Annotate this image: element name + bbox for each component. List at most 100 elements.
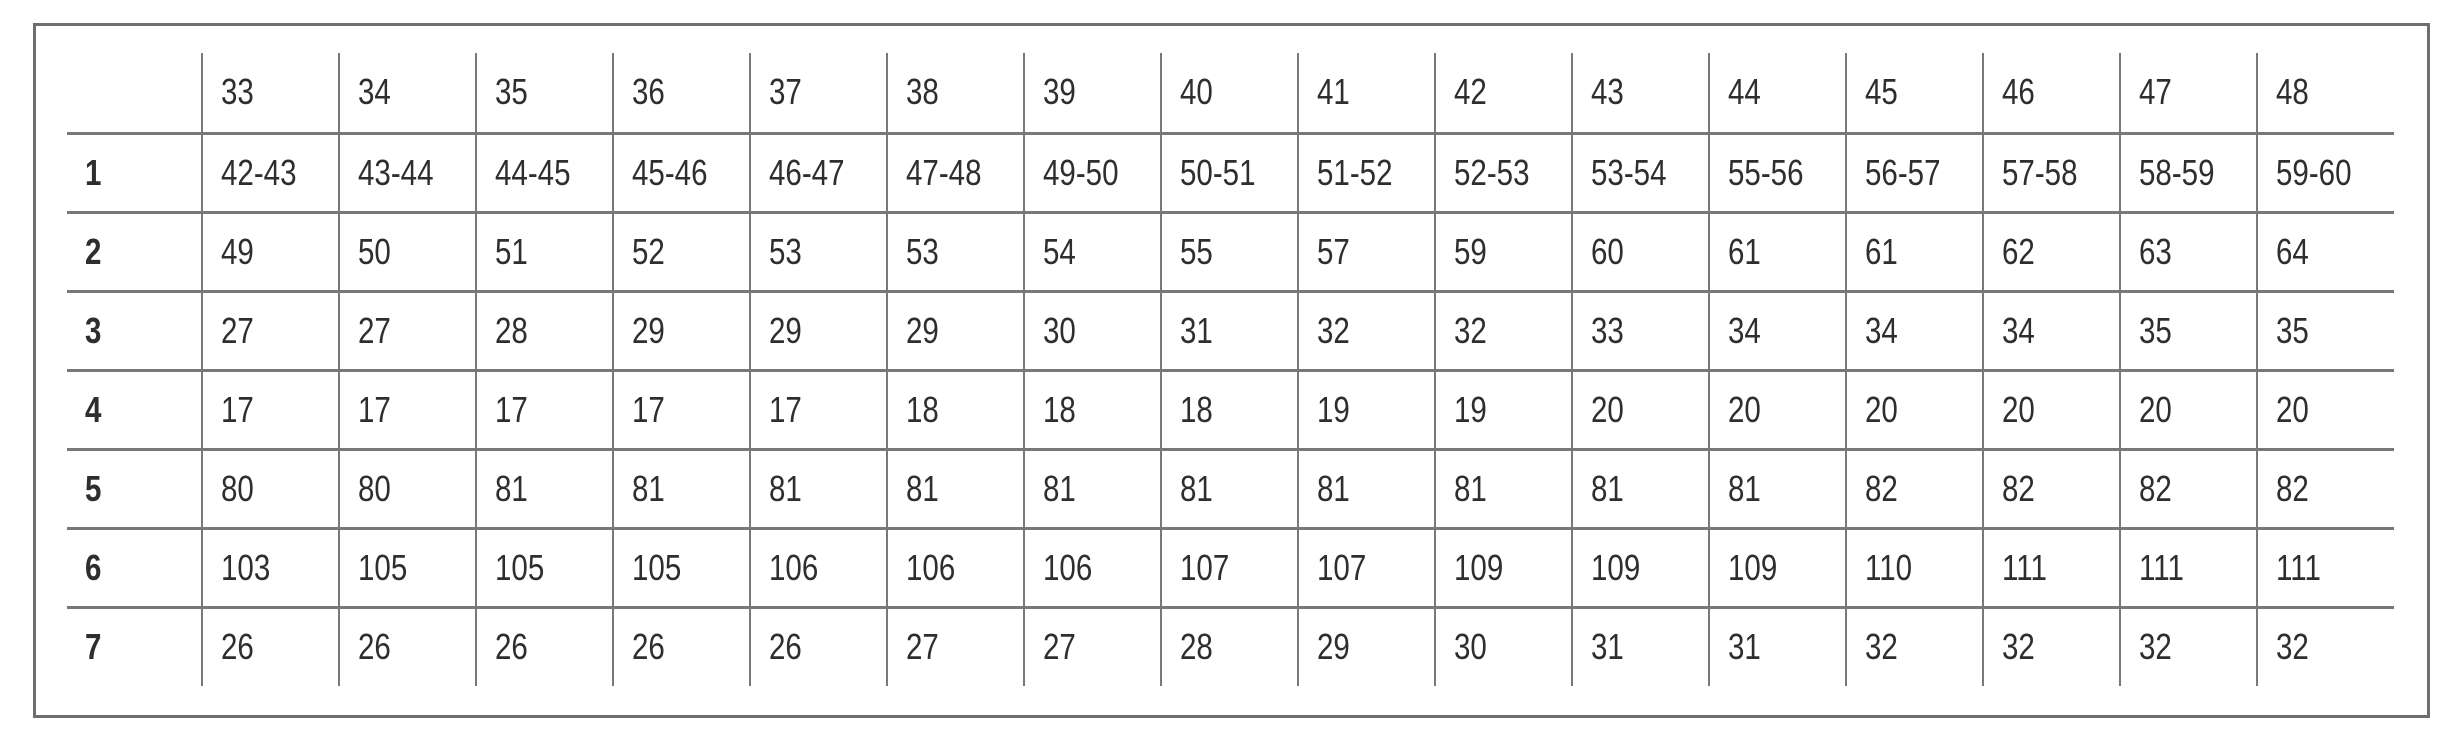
- cell-text: 17: [221, 388, 254, 430]
- value-cell: 53: [886, 210, 1024, 291]
- value-cell: 111: [2256, 526, 2394, 607]
- cell-text: 19: [1317, 388, 1350, 430]
- cell-text: 61: [1728, 230, 1761, 272]
- value-cell: 57-58: [1982, 131, 2120, 212]
- cell-text: 31: [1728, 626, 1761, 668]
- cell-text: 60: [1591, 230, 1624, 272]
- value-cell: 26: [338, 605, 476, 686]
- cell-text: 18: [906, 388, 939, 430]
- value-cell: 109: [1571, 526, 1709, 607]
- value-cell: 63: [2119, 210, 2257, 291]
- value-cell: 17: [749, 368, 887, 449]
- value-cell: 35: [2119, 289, 2257, 370]
- row-label-cell: 1: [67, 131, 202, 212]
- value-cell: 19: [1434, 368, 1572, 449]
- cell-text: 42-43: [221, 151, 297, 193]
- cell-text: 35: [2276, 309, 2309, 351]
- cell-text: 6: [85, 546, 102, 588]
- cell-text: 3: [85, 309, 102, 351]
- value-cell: 32: [1982, 605, 2120, 686]
- value-cell: 18: [1023, 368, 1161, 449]
- cell-text: 31: [1180, 309, 1213, 351]
- cell-text: 28: [495, 309, 528, 351]
- cell-text: 34: [1865, 309, 1898, 351]
- value-cell: 18: [886, 368, 1024, 449]
- cell-text: 63: [2139, 230, 2172, 272]
- cell-text: 27: [906, 626, 939, 668]
- row-label-cell: 5: [67, 447, 202, 528]
- cell-text: 81: [1454, 467, 1487, 509]
- value-cell: 45-46: [612, 131, 750, 212]
- cell-text: 26: [221, 626, 254, 668]
- value-cell: 31: [1571, 605, 1709, 686]
- cell-text: 17: [495, 388, 528, 430]
- cell-text: 1: [85, 151, 102, 193]
- column-header-cell: 42: [1434, 53, 1572, 133]
- cell-text: 80: [358, 467, 391, 509]
- cell-text: 52: [632, 230, 665, 272]
- table-row: 3 27 27 28 29 29 29 30 31 32 32 33 34 34 34 35 35: [67, 289, 2394, 370]
- value-cell: 61: [1845, 210, 1983, 291]
- value-cell: 20: [1708, 368, 1846, 449]
- value-cell: 81: [1297, 447, 1435, 528]
- column-header-cell: 47: [2119, 53, 2257, 133]
- cell-text: 17: [769, 388, 802, 430]
- cell-text: 43-44: [358, 151, 434, 193]
- value-cell: 54: [1023, 210, 1161, 291]
- cell-text: 39: [1043, 71, 1076, 113]
- cell-text: 35: [2139, 309, 2172, 351]
- cell-text: 26: [769, 626, 802, 668]
- value-cell: 46-47: [749, 131, 887, 212]
- cell-text: 30: [1043, 309, 1076, 351]
- cell-text: 82: [2139, 467, 2172, 509]
- value-cell: 81: [1434, 447, 1572, 528]
- value-cell: 58-59: [2119, 131, 2257, 212]
- value-cell: 27: [1023, 605, 1161, 686]
- value-cell: 43-44: [338, 131, 476, 212]
- value-cell: 82: [2256, 447, 2394, 528]
- cell-text: 57: [1317, 230, 1350, 272]
- value-cell: 29: [886, 289, 1024, 370]
- value-cell: 30: [1434, 605, 1572, 686]
- table-outer-frame: 33 34 35 36 37 38 39 40 41 42 43 44 45 46 47 48 1 42-43 4…: [33, 23, 2430, 718]
- row-label-cell: 6: [67, 526, 202, 607]
- cell-text: 42: [1454, 71, 1487, 113]
- cell-text: 45-46: [632, 151, 708, 193]
- cell-text: 27: [1043, 626, 1076, 668]
- cell-text: 47: [2139, 71, 2172, 113]
- cell-text: 111: [2002, 546, 2047, 588]
- value-cell: 106: [886, 526, 1024, 607]
- cell-text: 33: [1591, 309, 1624, 351]
- cell-text: 81: [1591, 467, 1624, 509]
- cell-text: 109: [1591, 546, 1641, 588]
- value-cell: 56-57: [1845, 131, 1983, 212]
- value-cell: 105: [475, 526, 613, 607]
- cell-text: 82: [2002, 467, 2035, 509]
- cell-text: 46: [2002, 71, 2035, 113]
- value-cell: 50-51: [1160, 131, 1298, 212]
- value-cell: 31: [1708, 605, 1846, 686]
- cell-text: 26: [358, 626, 391, 668]
- value-cell: 105: [338, 526, 476, 607]
- column-header-cell: 45: [1845, 53, 1983, 133]
- value-cell: 106: [749, 526, 887, 607]
- cell-text: 32: [2139, 626, 2172, 668]
- cell-text: 44: [1728, 71, 1761, 113]
- cell-text: 40: [1180, 71, 1213, 113]
- cell-text: 80: [221, 467, 254, 509]
- cell-text: 111: [2276, 546, 2321, 588]
- cell-text: 32: [2002, 626, 2035, 668]
- value-cell: 82: [2119, 447, 2257, 528]
- value-cell: 81: [749, 447, 887, 528]
- value-cell: 81: [1708, 447, 1846, 528]
- cell-text: 58-59: [2139, 151, 2215, 193]
- table-body: 1 42-43 43-44 44-45 45-46 46-47 47-48 49-50 50-5…: [67, 131, 2394, 686]
- cell-text: 41: [1317, 71, 1350, 113]
- value-cell: 81: [886, 447, 1024, 528]
- cell-text: 49: [221, 230, 254, 272]
- value-cell: 34: [1982, 289, 2120, 370]
- cell-text: 82: [1865, 467, 1898, 509]
- cell-text: 81: [1317, 467, 1350, 509]
- cell-text: 27: [358, 309, 391, 351]
